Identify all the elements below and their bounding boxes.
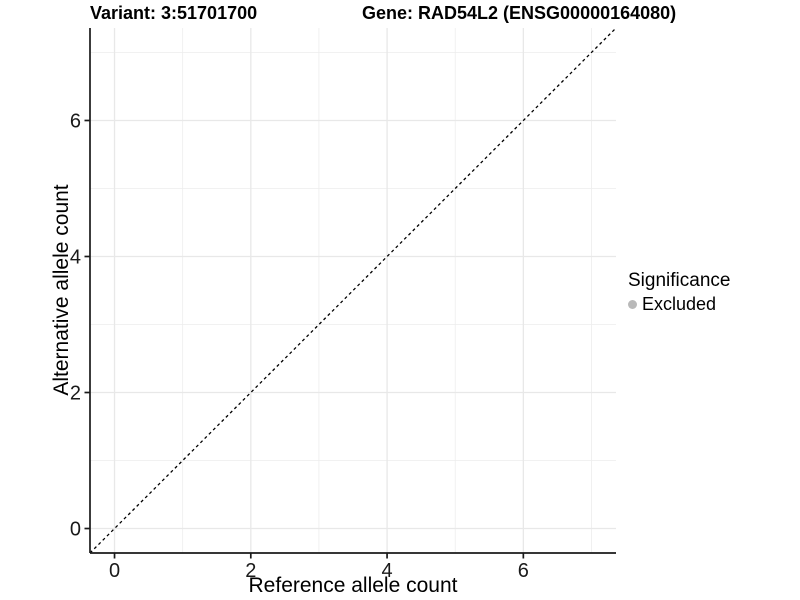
- variant-title: Variant: 3:51701700: [90, 3, 258, 23]
- legend-title: Significance: [628, 270, 731, 291]
- x-axis-title: Reference allele count: [248, 574, 458, 597]
- x-tick-label: 0: [109, 560, 120, 582]
- legend-point-icon: [628, 300, 637, 309]
- y-tick-label: 6: [70, 110, 81, 132]
- legend-item-excluded: Excluded: [628, 294, 730, 315]
- legend: Significance Excluded: [628, 270, 730, 315]
- identity-dashed-line: [89, 27, 617, 554]
- y-tick-label: 2: [70, 383, 81, 405]
- y-axis-title: Alternative allele count: [50, 184, 73, 396]
- x-tick-label: 6: [518, 560, 529, 582]
- y-tick-label: 0: [70, 519, 81, 541]
- y-tick-label: 4: [70, 246, 81, 268]
- legend-item-label: Excluded: [642, 294, 717, 314]
- x-tick-label: 4: [382, 560, 393, 582]
- gene-title: Gene: RAD54L2 (ENSG00000164080): [362, 3, 677, 23]
- x-tick-label: 2: [245, 560, 256, 582]
